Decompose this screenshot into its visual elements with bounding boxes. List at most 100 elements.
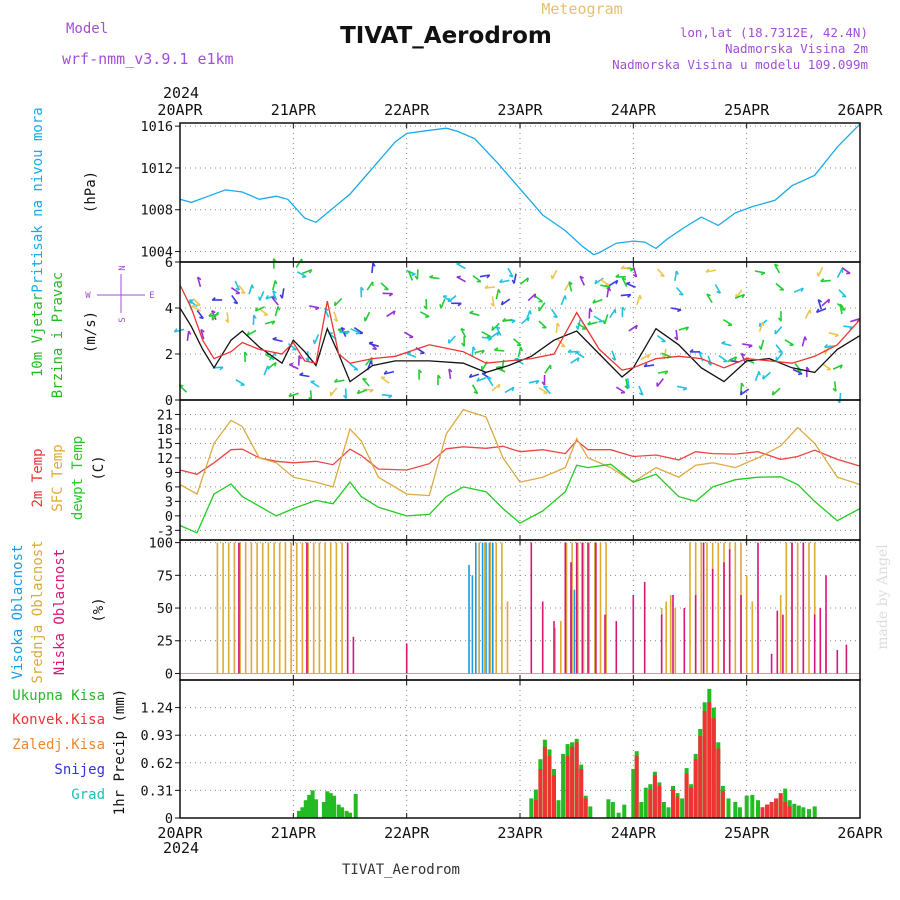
wind-barb-head bbox=[487, 376, 492, 380]
wind-barb-head bbox=[271, 320, 276, 325]
wind-barb bbox=[718, 354, 728, 363]
wind-barb-head bbox=[211, 309, 216, 314]
cloud-bar bbox=[808, 542, 810, 674]
cloud-bar bbox=[468, 564, 470, 674]
cloud-bar bbox=[318, 542, 321, 674]
wind-barb bbox=[271, 296, 279, 306]
wind-barb bbox=[705, 269, 717, 273]
wind-barb-head bbox=[406, 351, 411, 355]
wind-barb-head bbox=[511, 319, 516, 324]
precip-bar bbox=[750, 794, 755, 818]
wind-barb bbox=[822, 363, 832, 371]
wind-barb bbox=[575, 351, 585, 359]
cloud-bar bbox=[599, 542, 602, 674]
wind-barb bbox=[481, 336, 492, 340]
cloud-bar bbox=[702, 542, 705, 674]
wind-barb bbox=[525, 310, 531, 321]
wind-barb-head bbox=[298, 355, 303, 360]
wind-barb bbox=[544, 364, 552, 374]
cloud-bar bbox=[488, 542, 491, 674]
wind-barb-head bbox=[632, 273, 637, 278]
cloud-bar bbox=[329, 542, 332, 674]
precip-bar bbox=[606, 799, 611, 818]
precip-bar bbox=[720, 791, 725, 818]
station-label: TIVAT_Aerodrom bbox=[342, 862, 460, 878]
wind-barb bbox=[626, 378, 630, 389]
cloud-bar bbox=[554, 627, 556, 674]
wind-series-line bbox=[179, 284, 861, 371]
wind-barb bbox=[259, 290, 265, 301]
cloud-bar bbox=[581, 542, 584, 674]
wind-barb-head bbox=[511, 386, 515, 392]
wind-barb-head bbox=[486, 335, 491, 338]
wind-barb-head bbox=[197, 276, 202, 281]
precipitation-panel: 0 0.31 0.62 0.93 1.24 bbox=[140, 679, 861, 827]
wind-barb bbox=[196, 310, 204, 319]
precip-bar bbox=[801, 807, 806, 818]
wind-barb-head bbox=[481, 349, 485, 355]
wind-barb-head bbox=[498, 384, 501, 389]
cloud-bar bbox=[238, 542, 240, 674]
wind-barb bbox=[824, 345, 835, 349]
wind-barb bbox=[281, 288, 285, 299]
wind-barb-head bbox=[771, 391, 775, 396]
wind-barb bbox=[302, 268, 312, 275]
wind-barb bbox=[484, 286, 496, 289]
wind-barb-head bbox=[534, 293, 537, 298]
wind-barb bbox=[821, 298, 830, 307]
wind-barb bbox=[259, 308, 269, 316]
wind-barb bbox=[196, 276, 202, 288]
wind-barb-head bbox=[827, 299, 831, 304]
wind-barb bbox=[440, 298, 446, 309]
wind-barb bbox=[676, 385, 688, 390]
precip-ytick-label: 0.62 bbox=[140, 756, 173, 772]
wind-barb-head bbox=[778, 350, 783, 354]
top-time-label: 22APR bbox=[384, 101, 430, 119]
precip-bar bbox=[610, 802, 615, 818]
precip-bar bbox=[325, 791, 330, 818]
wind-barb bbox=[675, 286, 684, 296]
wind-barb-head bbox=[476, 377, 480, 382]
cloud-bar bbox=[495, 542, 497, 674]
cloud-bar bbox=[324, 542, 326, 674]
cloud-bar bbox=[674, 608, 677, 674]
wind-barb bbox=[740, 388, 750, 396]
wind-barb-head bbox=[721, 340, 726, 344]
wind-barb bbox=[754, 371, 760, 382]
cloud-bar bbox=[278, 542, 281, 674]
wind-barb-head bbox=[499, 278, 503, 283]
top-time-labels: 20APR 21APR 22APR 23APR 24APR 25APR 26APR bbox=[157, 101, 883, 119]
wind-barb-head bbox=[425, 315, 430, 318]
precip-frame bbox=[179, 679, 861, 819]
wind-barb bbox=[740, 353, 747, 363]
wind-barb bbox=[368, 342, 379, 348]
wind-barb bbox=[471, 346, 474, 357]
wind-barb-head bbox=[495, 325, 501, 330]
bottom-time-label: 22APR bbox=[384, 824, 430, 842]
top-time-label: 20APR bbox=[157, 101, 203, 119]
precip-ytick-label: 0.31 bbox=[140, 783, 173, 799]
wind-barb bbox=[557, 339, 566, 348]
wind-barb bbox=[638, 385, 644, 396]
precip-bar bbox=[310, 790, 315, 818]
wind-barb-head bbox=[511, 279, 515, 284]
wind-barb-head bbox=[535, 380, 540, 385]
cloud-bar bbox=[694, 595, 697, 674]
temp-ytick-label: 12 bbox=[157, 451, 173, 467]
wind-barb-head bbox=[305, 357, 310, 362]
wind-barb-head bbox=[254, 307, 259, 312]
wind-barb bbox=[353, 327, 364, 334]
cloud-bar bbox=[683, 608, 686, 674]
cloud-bar bbox=[728, 549, 731, 674]
cloud-ytick-label: 25 bbox=[157, 634, 173, 650]
wind-barb-head bbox=[626, 281, 631, 285]
cloud-bar bbox=[506, 601, 509, 674]
cloud-bar bbox=[352, 636, 355, 674]
wind-barb-head bbox=[200, 328, 205, 333]
cloud-label: Niska Oblacnost bbox=[52, 549, 68, 675]
wind-barb bbox=[843, 325, 854, 329]
top-time-label: 26APR bbox=[837, 101, 883, 119]
